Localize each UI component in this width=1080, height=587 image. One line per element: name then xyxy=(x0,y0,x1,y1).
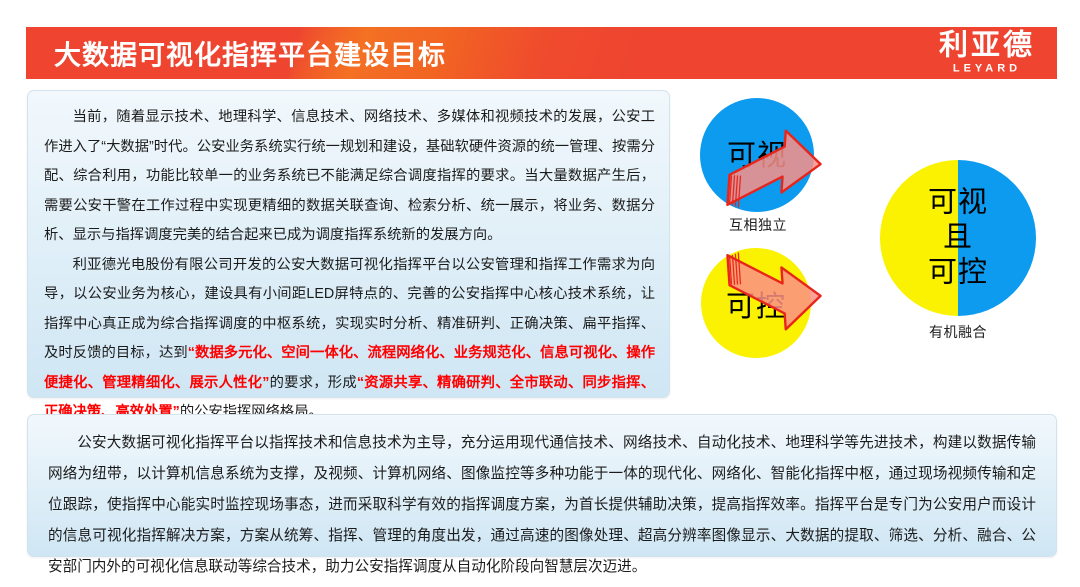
intro-p2-segment-2: 的要求，形成 xyxy=(269,374,357,391)
circle-visible-label: 可视 xyxy=(726,139,787,172)
merged-line-2: 且 xyxy=(942,221,973,254)
fusion-diagram: 可视 互相独立 可控 xyxy=(688,90,1058,400)
summary-text-panel: 公安大数据可视化指挥平台以指挥技术和信息技术为主导，充分运用现代通信技术、网络技… xyxy=(27,414,1057,575)
intro-p2-segment-1: 利亚德光电股份有限公司开发的公安大数据可视化指挥平台以公安管理和指挥工作需求为向… xyxy=(44,256,655,362)
intro-p2-highlight-1: “数据多元化、空间一体化、流程网络化、业务规范化、信息可视化、操作便捷化、管理精… xyxy=(44,345,655,391)
intro-text-panel: 当前，随着显示技术、地理科学、信息技术、网络技术、多媒体和视频技术的发展，公安工… xyxy=(27,90,670,420)
intro-paragraph-2: 利亚德光电股份有限公司开发的公安大数据可视化指挥平台以公安管理和指挥工作需求为向… xyxy=(44,251,655,428)
brand-name-en: LEYARD xyxy=(952,62,1022,75)
circle-merged-label: 可视 且 可控 xyxy=(880,186,1036,291)
circle-visible: 可视 xyxy=(700,98,814,212)
caption-organic-fusion: 有机融合 xyxy=(929,324,987,340)
caption-mutually-independent: 互相独立 xyxy=(729,217,787,233)
brand-logo: 利亚德 LEYARD xyxy=(938,29,1035,75)
page-title: 大数据可视化指挥平台建设目标 xyxy=(54,40,446,71)
circle-controllable-label: 可控 xyxy=(725,290,786,323)
circle-controllable: 可控 xyxy=(701,248,811,358)
merged-line-3: 可控 xyxy=(927,256,988,289)
brand-name-cn: 利亚德 xyxy=(938,29,1035,62)
header-banner: 大数据可视化指挥平台建设目标 利亚德 LEYARD xyxy=(26,27,1057,79)
summary-paragraph: 公安大数据可视化指挥平台以指挥技术和信息技术为主导，充分运用现代通信技术、网络技… xyxy=(48,435,1036,575)
intro-paragraph-1: 当前，随着显示技术、地理科学、信息技术、网络技术、多媒体和视频技术的发展，公安工… xyxy=(44,109,655,243)
merged-line-1: 可视 xyxy=(927,186,988,219)
circle-merged: 可视 且 可控 xyxy=(880,160,1036,316)
